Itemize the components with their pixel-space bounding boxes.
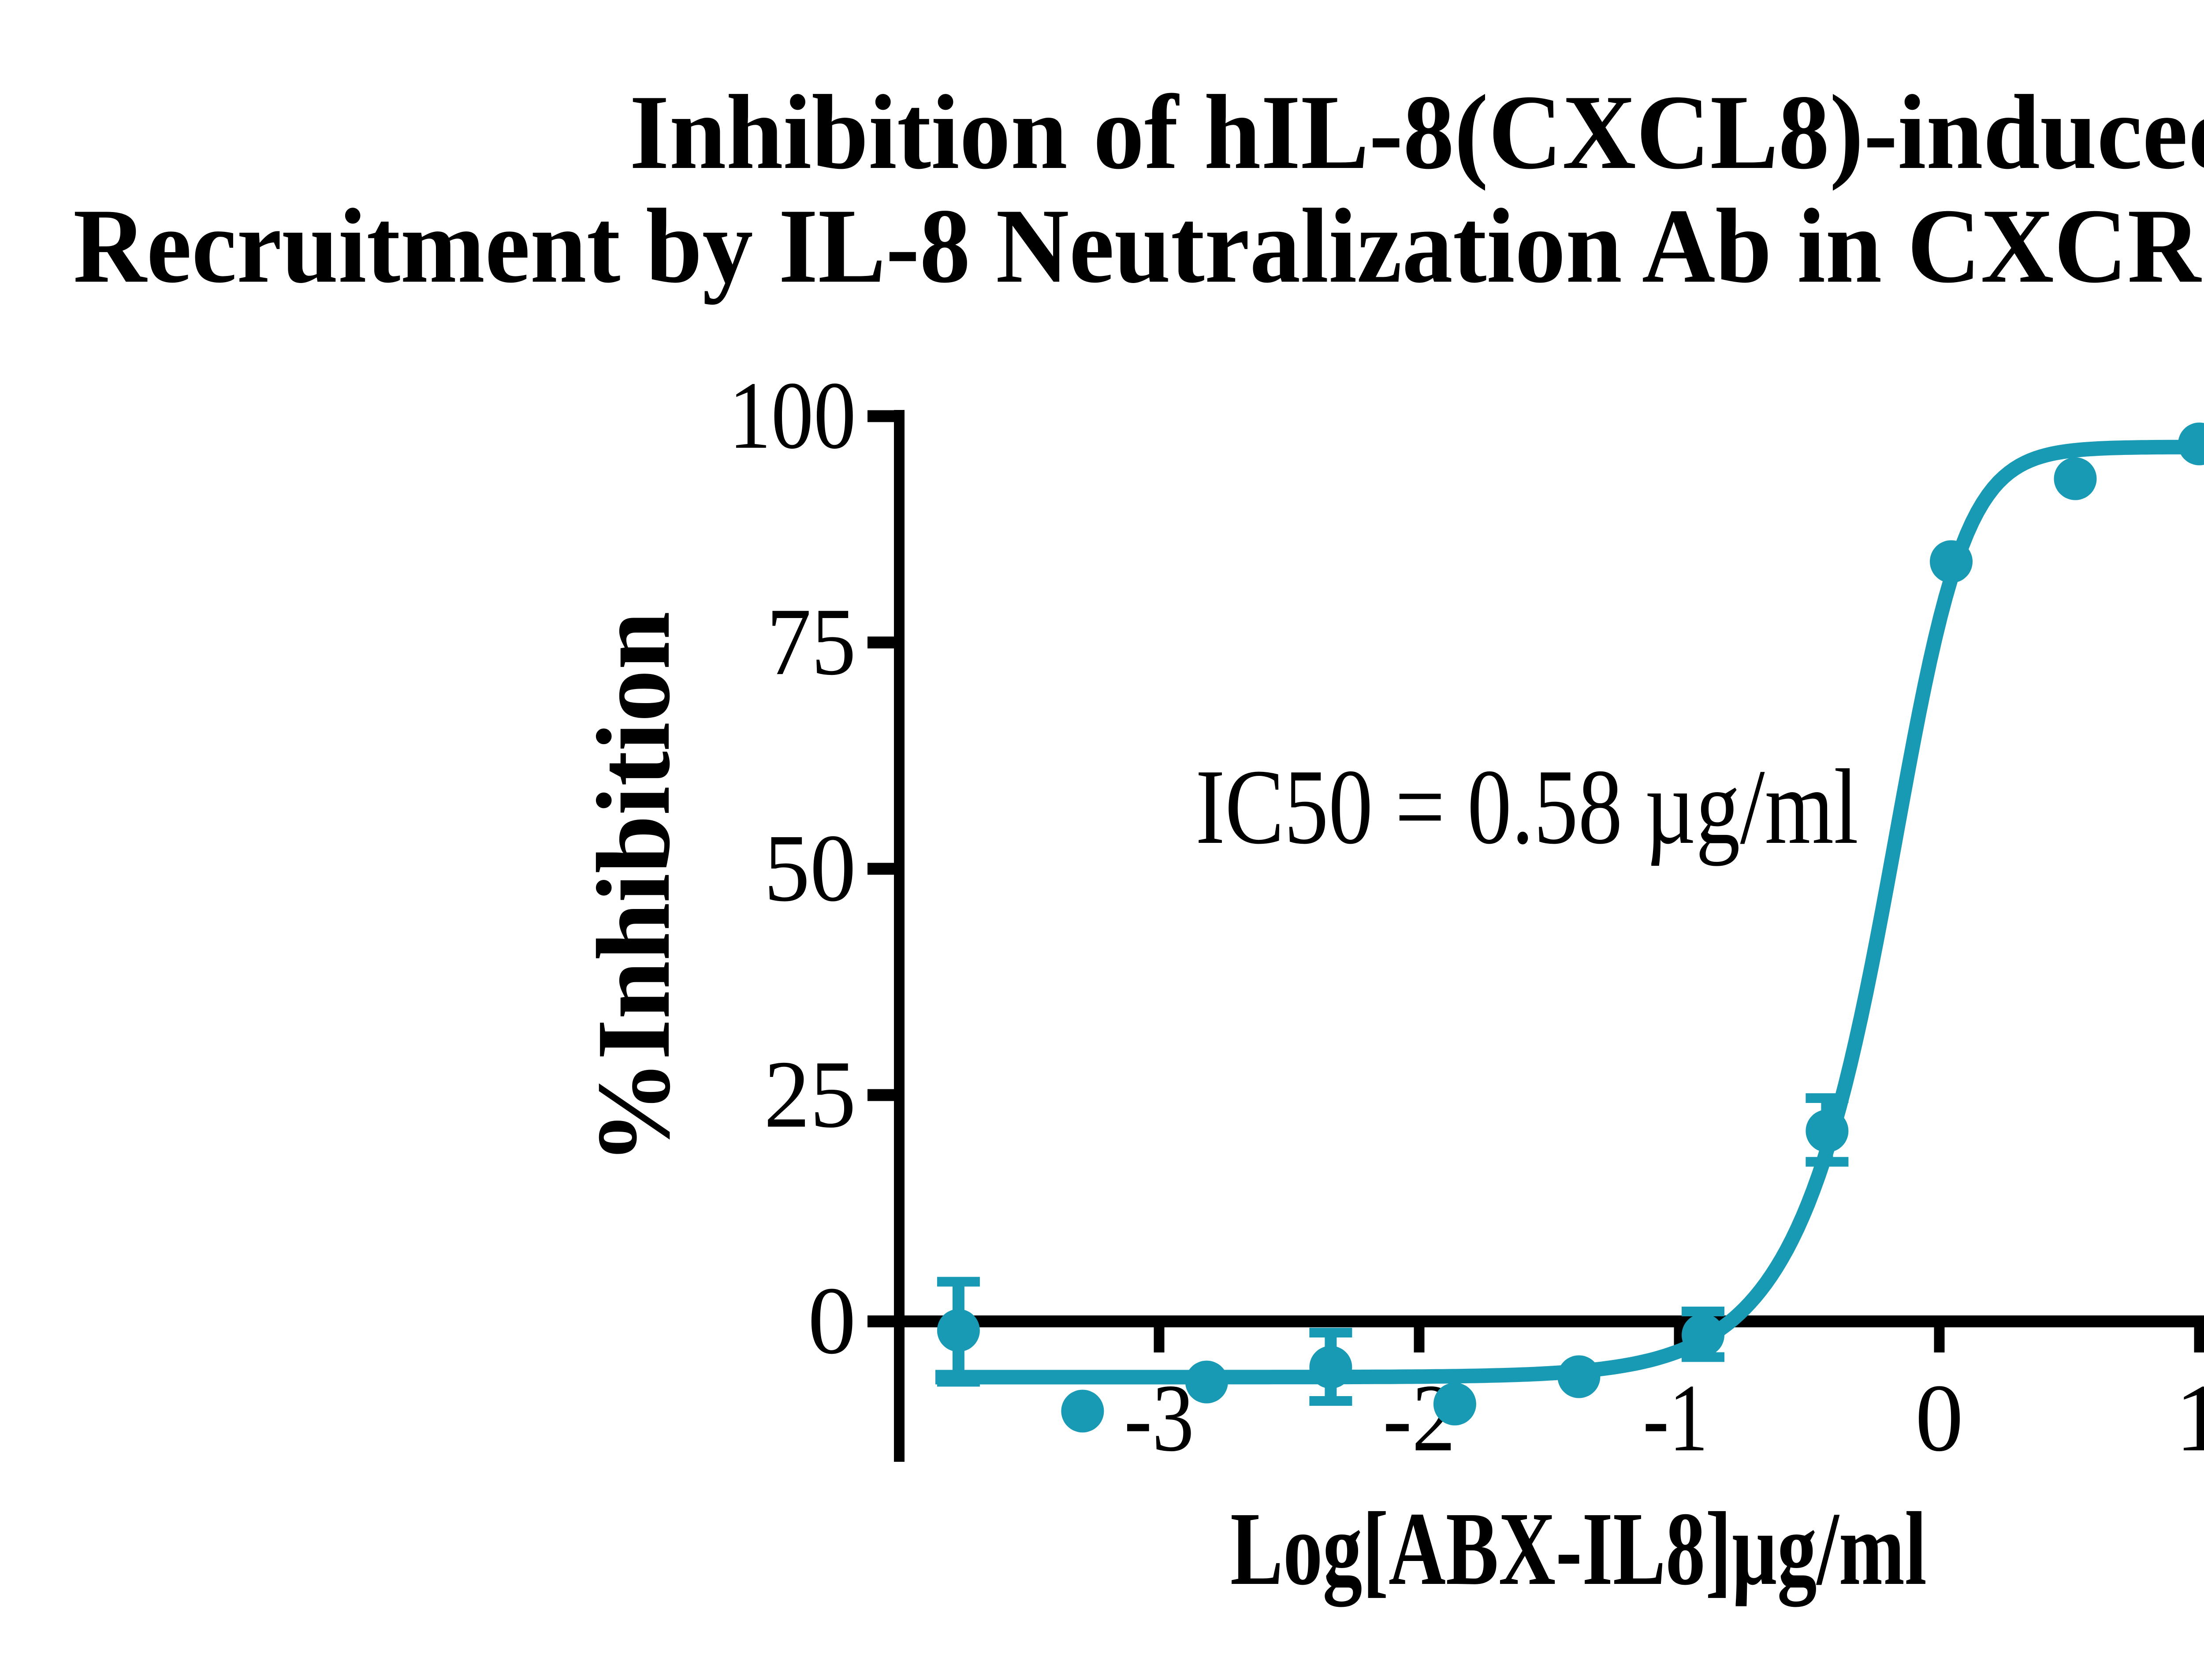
svg-text:-1: -1 xyxy=(1643,1365,1708,1471)
svg-text:0: 0 xyxy=(808,1267,856,1374)
svg-text:75: 75 xyxy=(767,589,856,695)
svg-text:50: 50 xyxy=(764,815,856,922)
svg-text:0: 0 xyxy=(1915,1365,1964,1471)
svg-text:1: 1 xyxy=(2175,1365,2204,1471)
svg-text:100: 100 xyxy=(729,362,856,469)
svg-text:25: 25 xyxy=(764,1041,856,1148)
svg-text:%Inhibition: %Inhibition xyxy=(576,611,692,1165)
svg-text:Log[ABX-IL8]µg/ml: Log[ABX-IL8]µg/ml xyxy=(1230,1491,1927,1607)
svg-text:Recruitment by IL-8 Neutraliza: Recruitment by IL-8 Neutralization Ab in… xyxy=(73,187,2204,305)
svg-text:Inhibition of hIL-8(CXCL8)-ind: Inhibition of hIL-8(CXCL8)-induced β-Arr… xyxy=(629,73,2204,191)
svg-text:IC50 = 0.58 µg/ml: IC50 = 0.58 µg/ml xyxy=(1195,747,1858,866)
